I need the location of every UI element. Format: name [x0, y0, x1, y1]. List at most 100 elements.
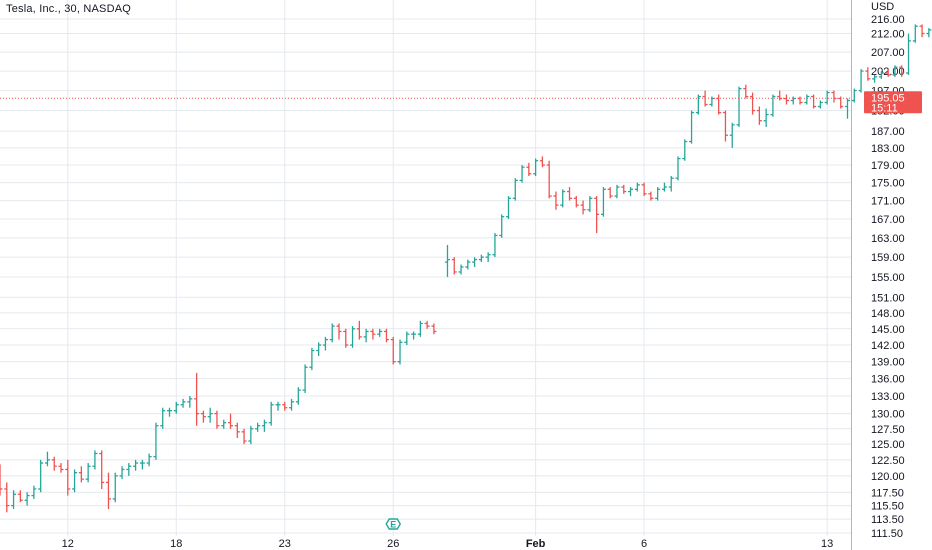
ohlc-bar: [661, 182, 667, 192]
earnings-event-label: E: [390, 520, 396, 530]
ohlc-bar: [499, 214, 505, 238]
ohlc-bar: [11, 490, 17, 509]
ohlc-bar: [336, 323, 342, 340]
ohlc-bar: [417, 320, 423, 337]
ohlc-bar: [675, 156, 681, 181]
ohlc-bar: [411, 331, 417, 340]
ohlc-bar: [275, 401, 281, 411]
ohlc-bar: [228, 413, 234, 429]
time-tick-label: 23: [279, 538, 291, 550]
time-tick-label: 6: [641, 538, 647, 550]
ohlc-bar: [594, 196, 600, 234]
last-price-value: 195.05: [871, 92, 905, 104]
ohlc-bar: [139, 459, 145, 470]
ohlc-bar: [187, 395, 193, 408]
ohlc-bar: [105, 472, 111, 509]
ohlc-bar: [99, 450, 105, 489]
price-tick-label: 122.50: [871, 455, 905, 467]
ohlc-bar: [58, 463, 64, 473]
ohlc-bar: [492, 233, 498, 258]
time-tick-label: 13: [821, 538, 833, 550]
ohlc-bar: [44, 451, 50, 467]
price-tick-label: 115.50: [871, 501, 904, 513]
ohlc-bar: [241, 428, 247, 445]
ohlc-bar: [892, 65, 898, 77]
currency-label: USD: [871, 1, 894, 13]
ohlc-bar: [614, 184, 620, 199]
ohlc-bar: [268, 401, 274, 426]
ohlc-bar: [790, 96, 796, 105]
ohlc-bar: [628, 187, 634, 197]
ohlc-bar: [424, 320, 430, 329]
ohlc-bar: [600, 187, 606, 217]
ohlc-bar: [682, 139, 688, 161]
ohlc-bar: [4, 482, 10, 513]
ohlc-bar: [146, 453, 152, 467]
price-tick-label: 142.00: [871, 340, 905, 352]
ohlc-bar: [526, 162, 532, 176]
ohlc-bar: [770, 94, 776, 117]
ohlc-bar: [472, 257, 478, 267]
price-tick-label: 212.00: [871, 29, 905, 41]
price-tick-label: 125.00: [871, 439, 905, 451]
price-tick-label: 113.50: [871, 514, 904, 526]
ohlc-bar: [350, 326, 356, 348]
ohlc-bar: [506, 196, 511, 219]
price-tick-label: 155.00: [871, 272, 905, 284]
ohlc-bar: [851, 88, 857, 103]
ohlc-bar: [160, 407, 166, 429]
ohlc-bar: [173, 401, 179, 414]
price-tick-label: 179.00: [871, 160, 905, 172]
ohlc-bar: [458, 264, 464, 275]
price-tick-label: 167.00: [871, 214, 905, 226]
ohlc-bar: [248, 425, 254, 445]
ohlc-bar: [512, 178, 518, 201]
price-tick-label: 111.50: [871, 528, 903, 540]
ohlc-bar: [343, 328, 349, 348]
ohlc-bar: [533, 158, 539, 176]
ohlc-bar: [363, 328, 369, 343]
ohlc-bar: [885, 69, 891, 77]
ohlc-bar: [641, 182, 647, 197]
ohlc-bar: [180, 398, 186, 408]
ohlc-bar: [65, 459, 71, 496]
symbol-legend[interactable]: Tesla, Inc., 30, NASDAQ: [6, 3, 131, 15]
ohlc-bar: [17, 490, 23, 503]
ohlc-bar: [51, 456, 57, 471]
ohlc-bar: [587, 196, 593, 213]
ohlc-bar: [817, 100, 823, 109]
ohlc-bar: [221, 419, 227, 429]
ohlc-bar: [736, 86, 742, 127]
ohlc-bar: [845, 98, 850, 119]
price-tick-label: 171.00: [871, 196, 905, 208]
ohlc-bar: [763, 108, 769, 127]
ohlc-bar: [92, 450, 98, 470]
earnings-event-marker[interactable]: E: [385, 518, 402, 530]
ohlc-bar: [322, 336, 328, 351]
price-tick-label: 130.00: [871, 409, 905, 421]
price-tick-label: 163.00: [871, 233, 905, 245]
time-tick-label: Feb: [526, 538, 546, 550]
ohlc-bar: [899, 65, 905, 77]
ohlc-bar: [126, 463, 132, 476]
ohlc-bar: [119, 466, 125, 480]
ohlc-bar: [85, 463, 91, 483]
ohlc-bar: [580, 200, 586, 215]
ohlc-bar: [519, 165, 525, 183]
ohlc-bar: [377, 328, 383, 337]
price-tick-label: 148.00: [871, 308, 905, 320]
price-tick-label: 175.00: [871, 178, 905, 190]
ohlc-bar: [648, 191, 654, 201]
ohlc-bar: [72, 469, 78, 493]
ohlc-bar: [451, 257, 457, 275]
bar-countdown: 15:11: [871, 102, 898, 114]
ohlc-bar: [865, 67, 871, 81]
price-tick-label: 183.00: [871, 143, 905, 155]
ohlc-bar: [214, 410, 220, 429]
time-axis[interactable]: 12 18 23 26 Feb 6 13: [62, 538, 834, 550]
ohlc-bar: [858, 69, 864, 93]
ohlc-bar: [553, 191, 559, 210]
ohlc-bar: [38, 459, 44, 493]
time-tick-label: 26: [387, 538, 399, 550]
